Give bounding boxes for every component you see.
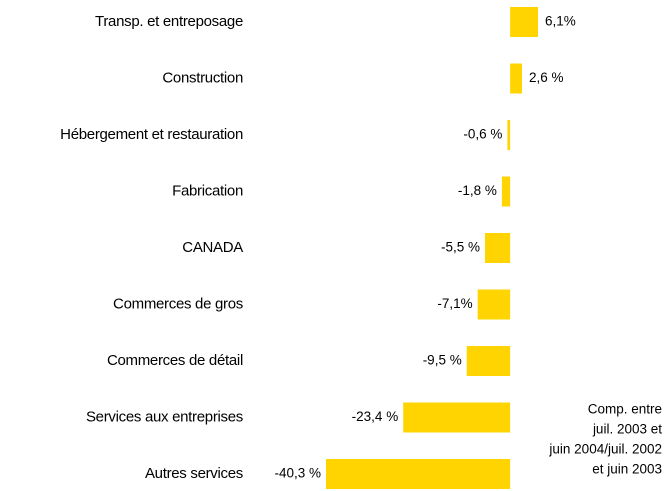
category-label: Autres services [145, 465, 243, 482]
bar [510, 63, 523, 94]
value-label: -40,3 % [274, 466, 321, 481]
value-label: -1,8 % [458, 183, 497, 198]
bar [510, 7, 538, 37]
bar [501, 176, 511, 207]
annotation: Comp. entre [588, 402, 662, 417]
category-label: Construction [162, 69, 243, 86]
bar [326, 459, 511, 489]
category-label: Commerces de détail [107, 352, 243, 369]
value-label: 2,6 % [529, 70, 564, 85]
annotation: et juin 2003 [592, 462, 662, 477]
value-label: -23,4 % [352, 409, 399, 424]
category-label: Fabrication [172, 182, 243, 199]
annotation: juil. 2003 et [592, 422, 662, 437]
value-label: -5,5 % [441, 240, 480, 255]
bar [507, 120, 511, 150]
annotation: juin 2004/juil. 2002 [548, 442, 662, 457]
bar [485, 233, 511, 263]
value-label: -9,5 % [423, 353, 462, 368]
value-label: -7,1% [437, 296, 472, 311]
bar [466, 346, 511, 376]
bar [477, 289, 511, 320]
category-label: Hébergement et restauration [60, 126, 243, 143]
bar [403, 402, 511, 433]
category-label: Transp. et entreposage [95, 13, 243, 30]
category-label: CANADA [182, 239, 243, 256]
value-label: -0,6 % [463, 127, 502, 142]
category-label: Services aux entreprises [86, 408, 243, 425]
category-label: Commerces de gros [113, 295, 243, 312]
value-label: 6,1% [545, 14, 576, 29]
